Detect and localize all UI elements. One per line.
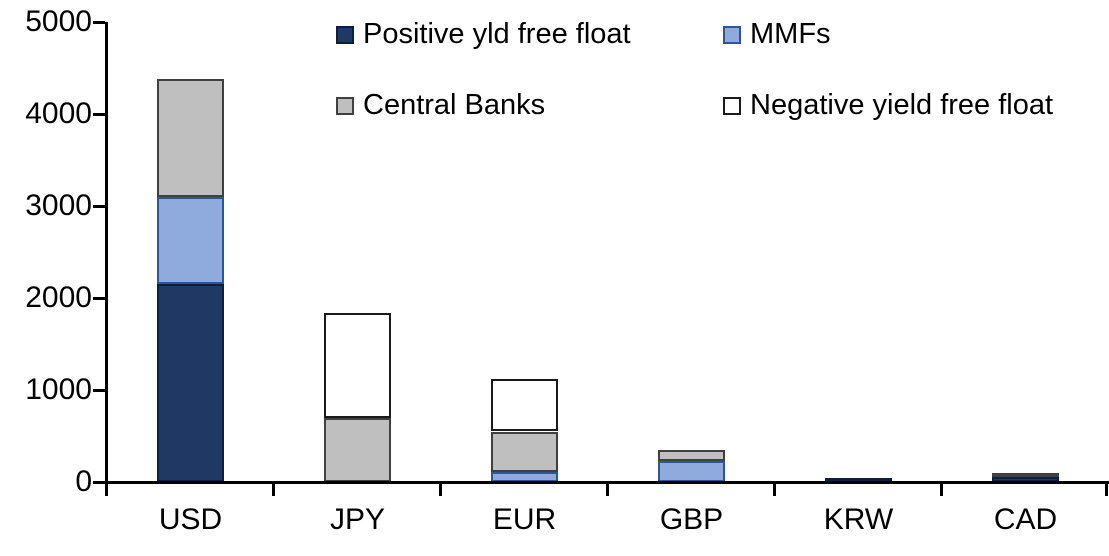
y-tick-label: 4000 xyxy=(25,97,92,130)
legend-label: MMFs xyxy=(750,18,831,50)
x-tick-mark xyxy=(105,481,108,496)
x-tick-mark xyxy=(1105,481,1108,496)
bar-segment-eur-series3 xyxy=(491,379,558,431)
legend-label: Central Banks xyxy=(363,89,546,121)
legend-item-series3: Negative yield free float xyxy=(723,91,1053,120)
legend-label: Positive yld free float xyxy=(363,18,631,50)
bar-segment-jpy-series3 xyxy=(324,313,391,418)
x-category-label-jpy: JPY xyxy=(329,503,386,536)
legend-swatch-icon xyxy=(723,96,741,115)
x-tick-mark xyxy=(606,481,609,496)
bar-segment-usd-series0 xyxy=(157,284,224,482)
legend-label: Negative yield free float xyxy=(750,89,1054,121)
x-category-label-gbp: GBP xyxy=(659,503,724,536)
legend-swatch-icon xyxy=(723,25,741,44)
x-category-label-eur: EUR xyxy=(492,503,557,536)
y-tick-label: 1000 xyxy=(25,373,92,406)
bar-segment-gbp-series1 xyxy=(658,461,725,482)
legend-item-series1: MMFs xyxy=(723,20,831,49)
y-tick-label: 5000 xyxy=(25,5,92,38)
bar-segment-usd-series2 xyxy=(157,79,224,197)
legend-swatch-icon xyxy=(336,25,354,44)
y-tick-mark xyxy=(93,21,105,24)
y-tick-mark xyxy=(93,205,105,208)
y-tick-mark xyxy=(93,297,105,300)
x-tick-mark xyxy=(439,481,442,496)
y-tick-label: 2000 xyxy=(25,281,92,314)
y-tick-mark xyxy=(93,113,105,116)
y-axis-line xyxy=(105,22,108,485)
y-tick-label: 0 xyxy=(75,465,92,498)
y-tick-mark xyxy=(93,481,105,484)
x-category-label-cad: CAD xyxy=(993,503,1058,536)
bar-segment-cad-series2 xyxy=(992,473,1059,477)
x-tick-mark xyxy=(940,481,943,496)
y-tick-label: 3000 xyxy=(25,189,92,222)
bar-segment-jpy-series2 xyxy=(324,418,391,482)
legend-item-series0: Positive yld free float xyxy=(336,20,631,49)
legend-item-series2: Central Banks xyxy=(336,91,545,120)
bar-segment-gbp-series2 xyxy=(658,450,725,461)
legend-swatch-icon xyxy=(336,96,354,115)
bar-segment-usd-series1 xyxy=(157,197,224,284)
x-category-label-usd: USD xyxy=(158,503,223,536)
y-tick-mark xyxy=(93,389,105,392)
x-category-label-krw: KRW xyxy=(823,503,894,536)
bar-segment-eur-series2 xyxy=(491,432,558,472)
x-tick-mark xyxy=(272,481,275,496)
x-tick-mark xyxy=(773,481,776,496)
